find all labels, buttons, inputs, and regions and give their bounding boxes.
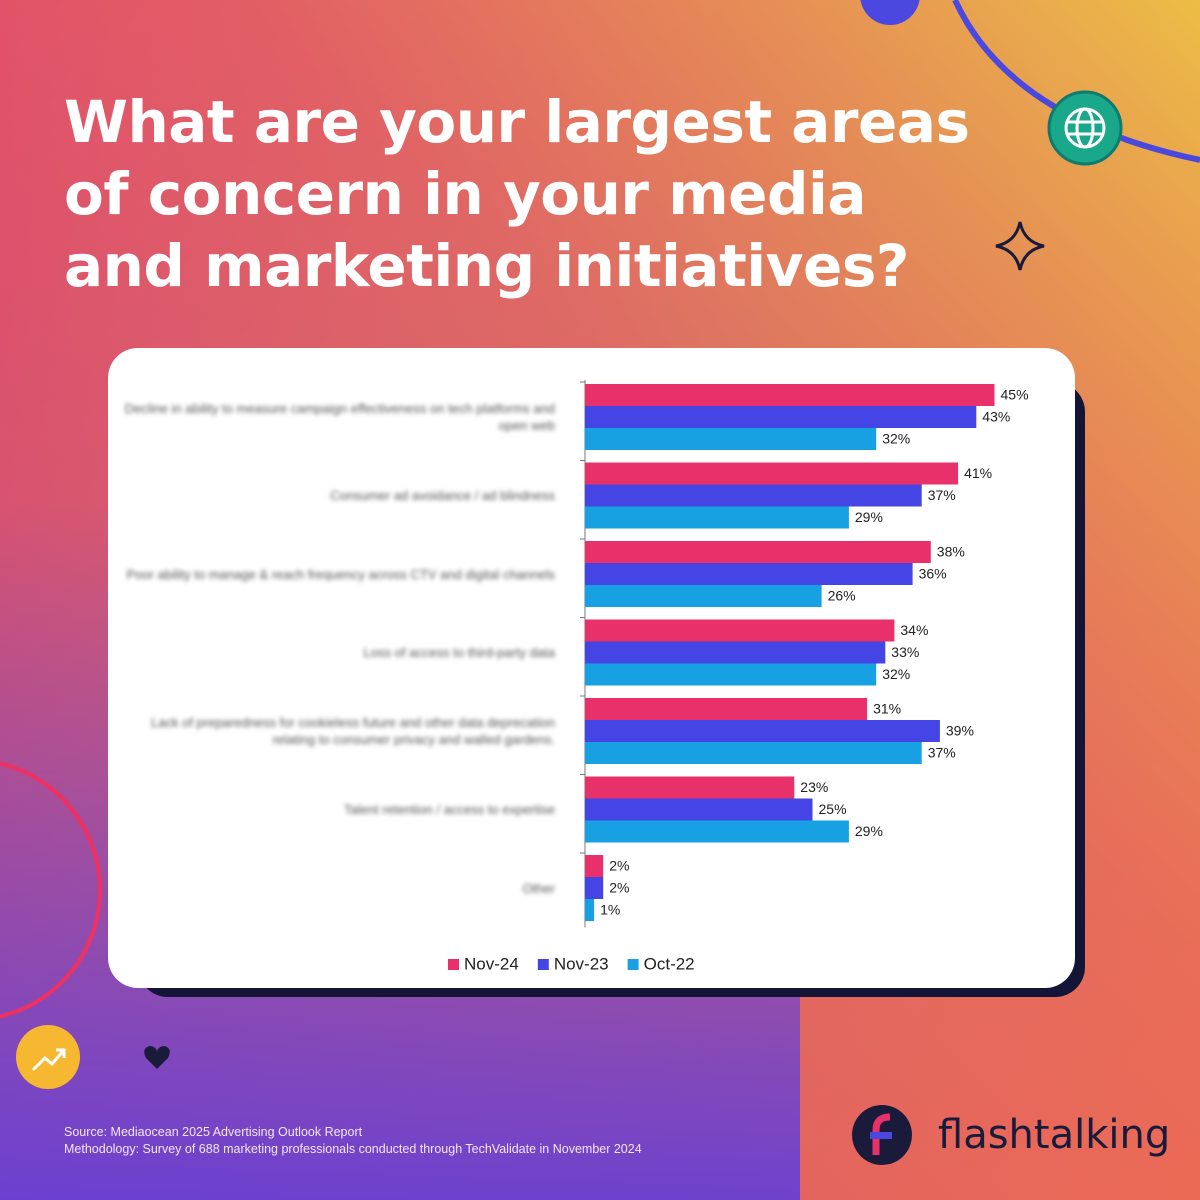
logo-icon <box>870 1132 892 1139</box>
value-label: 26% <box>828 588 856 604</box>
globe-icon <box>1047 90 1123 166</box>
value-label: 2% <box>609 880 629 896</box>
bar <box>585 698 868 720</box>
value-label: 23% <box>800 779 828 795</box>
category-label: Other <box>522 880 555 896</box>
bar <box>585 877 604 899</box>
bar <box>585 384 995 406</box>
legend-swatch <box>448 959 459 970</box>
bar <box>585 820 849 843</box>
value-label: 34% <box>900 622 928 638</box>
bar <box>585 585 822 607</box>
bar <box>585 506 849 529</box>
brand: flashtalking <box>938 1112 1171 1158</box>
value-label: 1% <box>600 902 620 918</box>
value-label: 25% <box>819 801 847 817</box>
value-label: 29% <box>855 823 883 839</box>
value-label: 31% <box>873 701 901 717</box>
methodology: Methodology: Survey of 688 marketing pro… <box>64 1142 642 1156</box>
bar <box>585 742 922 764</box>
bar <box>585 641 886 664</box>
bar <box>585 663 877 686</box>
value-label: 33% <box>891 644 919 660</box>
legend-label: Nov-23 <box>554 954 609 973</box>
legend-swatch <box>627 959 639 970</box>
trend-icon <box>31 1048 66 1072</box>
value-label: 29% <box>855 509 883 525</box>
value-label: 37% <box>928 745 956 761</box>
category-label: Consumer ad avoidance / ad blindness <box>330 488 555 503</box>
value-label: 32% <box>882 666 910 682</box>
category-label: Poor ability to manage & reach frequency… <box>126 566 555 582</box>
chart-title: What are your largest areas of concern i… <box>64 88 970 300</box>
value-label: 43% <box>982 409 1010 425</box>
value-label: 32% <box>882 431 910 447</box>
bar <box>585 776 795 799</box>
value-label: 36% <box>919 566 947 582</box>
bar <box>585 619 895 642</box>
trend-icon <box>16 1025 80 1089</box>
bar <box>585 406 977 428</box>
source: Source: Mediaocean 2025 Advertising Outl… <box>64 1125 363 1139</box>
value-label: 37% <box>928 487 956 503</box>
bar <box>585 541 931 563</box>
decor <box>0 761 102 1019</box>
bar <box>585 855 604 877</box>
bar <box>585 720 940 742</box>
category-label: Decline in ability to measure campaign e… <box>124 401 555 433</box>
bar <box>585 462 959 485</box>
value-label: 2% <box>609 858 629 874</box>
bar <box>585 798 813 821</box>
legend-label: Oct-22 <box>644 954 695 973</box>
bar <box>585 484 922 507</box>
value-label: 39% <box>946 723 974 739</box>
value-label: 45% <box>1001 387 1029 403</box>
value-label: 41% <box>964 465 992 481</box>
sparkle <box>995 221 1045 271</box>
bar <box>585 428 877 450</box>
legend-label: Nov-24 <box>464 954 519 973</box>
decor <box>952 0 1200 163</box>
value-label: 38% <box>937 544 965 560</box>
category-label: Talent retention / access to expertise <box>343 802 555 817</box>
decor <box>860 0 920 25</box>
category-label: Lack of preparedness for cookieless futu… <box>151 715 555 747</box>
bar <box>585 899 595 921</box>
bar <box>585 563 913 585</box>
category-label: Loss of access to third-party data <box>363 645 555 660</box>
heart-icon <box>144 1046 170 1069</box>
legend-swatch <box>537 959 549 970</box>
globe-icon <box>1064 107 1106 149</box>
logo-icon <box>872 1113 891 1155</box>
